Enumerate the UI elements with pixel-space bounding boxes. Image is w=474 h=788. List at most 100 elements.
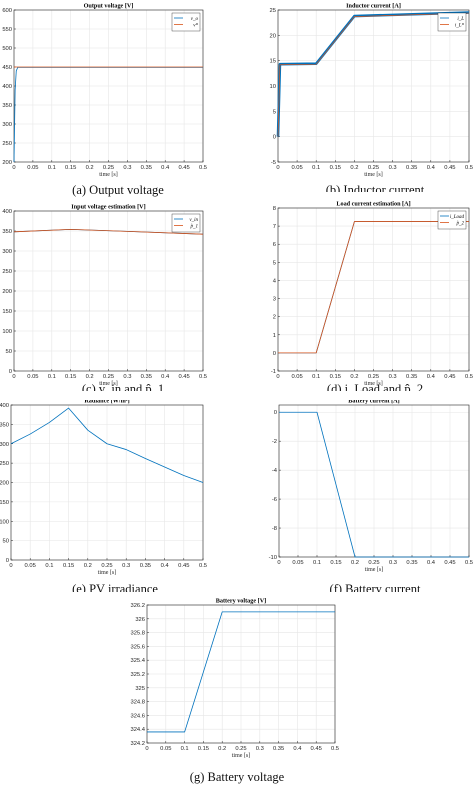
x-tick-label: 0 [277,560,280,566]
x-tick-label: 0.1 [45,563,53,569]
x-tick-label: 0.5 [465,165,473,171]
chart-input-voltage-estimation: 0 0.05 0.1 0.15 0.2 0.25 0.3 0.35 0.4 0.45 0.5 0 50 1… [0,200,237,400]
legend-label: p̂_2 [456,221,465,226]
x-tick-label: 0.25 [368,165,379,171]
chart-battery-current: 0 0.05 0.1 0.15 0.2 0.25 0.3 0.35 0.4 0.45 0.5 -10 -… [237,398,474,600]
x-axis-label: time [s] [364,381,383,387]
x-tick-label: 0.35 [406,374,417,380]
series-line [278,221,469,354]
y-tick-label: 25 [270,8,276,14]
chart-svg: 0 0.05 0.1 0.15 0.2 0.25 0.3 0.35 0.4 0.45 0.5 324.… [130,598,339,760]
x-tick-label: 0.15 [198,746,209,752]
x-tick-label: 0.35 [141,374,152,380]
x-tick-label: 0.05 [291,165,302,171]
y-tick-label: 4 [273,278,277,284]
x-tick-label: 0.4 [161,563,170,569]
x-tick-label: 0.4 [427,374,436,380]
y-tick-label: -6 [272,497,277,503]
legend-label: p̂_1 [190,224,199,229]
series-line [13,228,204,235]
caption-mask [300,592,450,600]
y-tick-label: 325.8 [130,631,145,637]
x-tick-label: 0.15 [63,563,74,569]
y-tick-label: 324.2 [130,741,145,747]
y-tick-label: 450 [2,65,12,71]
x-tick-label: 0.45 [444,165,455,171]
y-tick-label: 350 [2,229,12,235]
x-tick-label: 0.45 [444,560,455,566]
chart-title: Inductor current [A] [346,3,401,10]
y-tick-label: -4 [272,468,278,474]
x-tick-label: 0.4 [293,746,302,752]
y-tick-label: 100 [0,519,9,525]
chart-svg: 0 0.05 0.1 0.15 0.2 0.25 0.3 0.35 0.4 0.45 0.5-101… [271,201,473,388]
y-tick-label: 550 [2,27,12,33]
chart-title: Radiance [W/m²] [84,398,129,405]
y-tick-label: 1 [273,333,276,339]
x-tick-label: 0.5 [199,374,207,380]
x-tick-label: 0.2 [350,165,358,171]
x-tick-label: 0.4 [161,374,170,380]
x-tick-label: 0.5 [465,374,473,380]
y-tick-label: 8 [273,206,276,212]
series-line [279,411,469,558]
x-tick-label: 0.15 [65,165,76,171]
y-tick-label: 50 [6,349,12,355]
y-tick-label: 324.6 [130,713,145,719]
x-tick-label: 0.5 [199,165,207,171]
x-tick-label: 0 [9,563,12,569]
x-tick-label: 0.25 [368,374,379,380]
x-tick-label: 0.35 [406,165,417,171]
legend-label: v* [193,23,198,28]
y-tick-label: -1 [271,369,276,375]
x-tick-label: 0.35 [140,563,151,569]
chart-inductor-current: 0 0.05 0.1 0.15 0.2 0.25 0.3 0.35 0.4 0.45 0.5 -5 0 5… [237,0,474,200]
x-tick-label: 0.3 [123,165,131,171]
y-tick-label: -5 [271,160,276,166]
legend-label: i_L* [455,23,465,28]
chart-output-voltage: 0 0.05 0.1 0.15 0.2 0.25 0.3 0.35 0.4 0.45 0.5 200 2… [0,0,237,200]
series-line [10,407,204,483]
x-tick-label: 0 [276,374,279,380]
y-tick-label: 50 [3,539,9,545]
x-axis-label: time [s] [364,172,383,178]
legend-label: i_Load [450,215,465,220]
y-tick-label: 326.2 [130,603,145,609]
y-tick-label: 250 [2,269,12,275]
x-axis-label: time [s] [365,567,384,573]
y-tick-label: 350 [2,103,12,109]
caption-mask [300,192,450,200]
x-tick-label: 0.2 [84,563,92,569]
chart-svg: 0 0.05 0.1 0.15 0.2 0.25 0.3 0.35 0.4 0.45 0.5 0 50 1… [2,204,207,388]
legend-box [437,12,467,32]
x-tick-label: 0.4 [427,165,436,171]
y-tick-label: 0 [9,369,12,375]
chart-title: Battery current [A] [348,398,399,405]
chart-svg: 0 0.05 0.1 0.15 0.2 0.25 0.3 0.35 0.4 0.45 0.5-505… [270,3,473,179]
x-tick-label: 0.5 [331,746,339,752]
x-tick-label: 0.05 [291,374,302,380]
x-tick-label: 0.25 [235,746,246,752]
y-tick-label: 300 [2,122,12,128]
chart-title: Output voltage [V] [84,3,134,10]
x-tick-label: 0.3 [256,746,264,752]
x-tick-label: 0.35 [406,560,417,566]
x-tick-label: 0.25 [368,560,379,566]
x-tick-label: 0.2 [86,165,94,171]
x-tick-label: 0.05 [27,165,38,171]
x-tick-label: 0 [276,165,279,171]
y-tick-label: 325.4 [130,658,145,664]
x-tick-label: 0.45 [178,374,189,380]
series-line [147,611,335,733]
legend-box [171,12,201,32]
x-tick-label: 0.45 [311,746,322,752]
y-tick-label: 250 [2,141,12,147]
y-tick-label: -2 [272,439,277,445]
x-tick-label: 0.25 [103,374,114,380]
chart-load-current-estimation: 0 0.05 0.1 0.15 0.2 0.25 0.3 0.35 0.4 0.45 0.5 -1 0 1… [237,200,474,400]
legend-box [437,210,467,230]
y-tick-label: 250 [0,461,9,467]
y-tick-label: 300 [0,442,9,448]
x-axis-label: time [s] [232,753,251,759]
chart-svg: 0 0.05 0.1 0.15 0.2 0.25 0.3 0.35 0.4 0.45 0.5 200 2… [2,3,207,179]
